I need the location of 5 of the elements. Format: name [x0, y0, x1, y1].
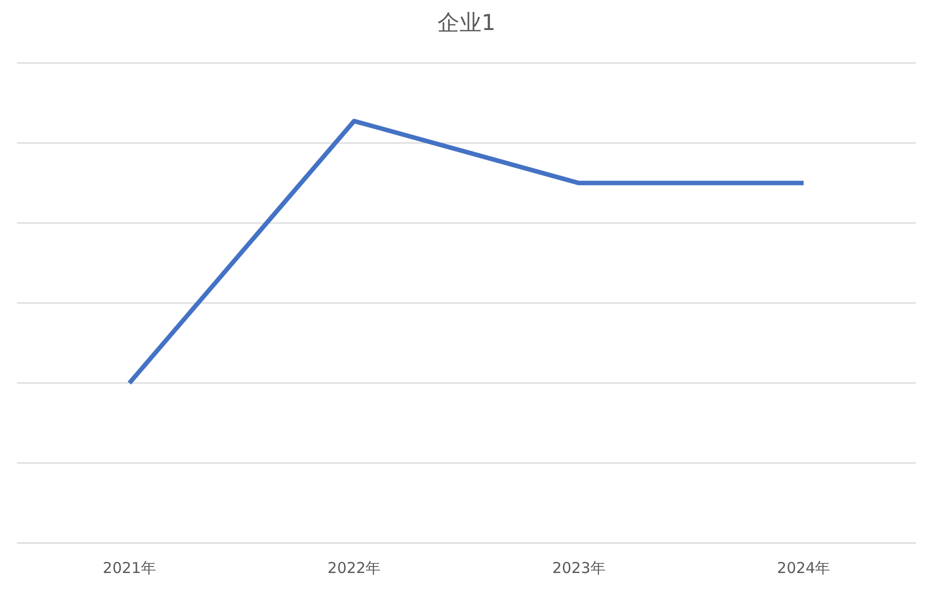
- x-tick-label: 2022年: [328, 559, 381, 577]
- chart-title: 企业1: [438, 11, 496, 36]
- x-tick-label: 2023年: [552, 559, 606, 577]
- x-tick-label: 2021年: [102, 559, 156, 577]
- x-tick-label: 2024年: [777, 559, 830, 577]
